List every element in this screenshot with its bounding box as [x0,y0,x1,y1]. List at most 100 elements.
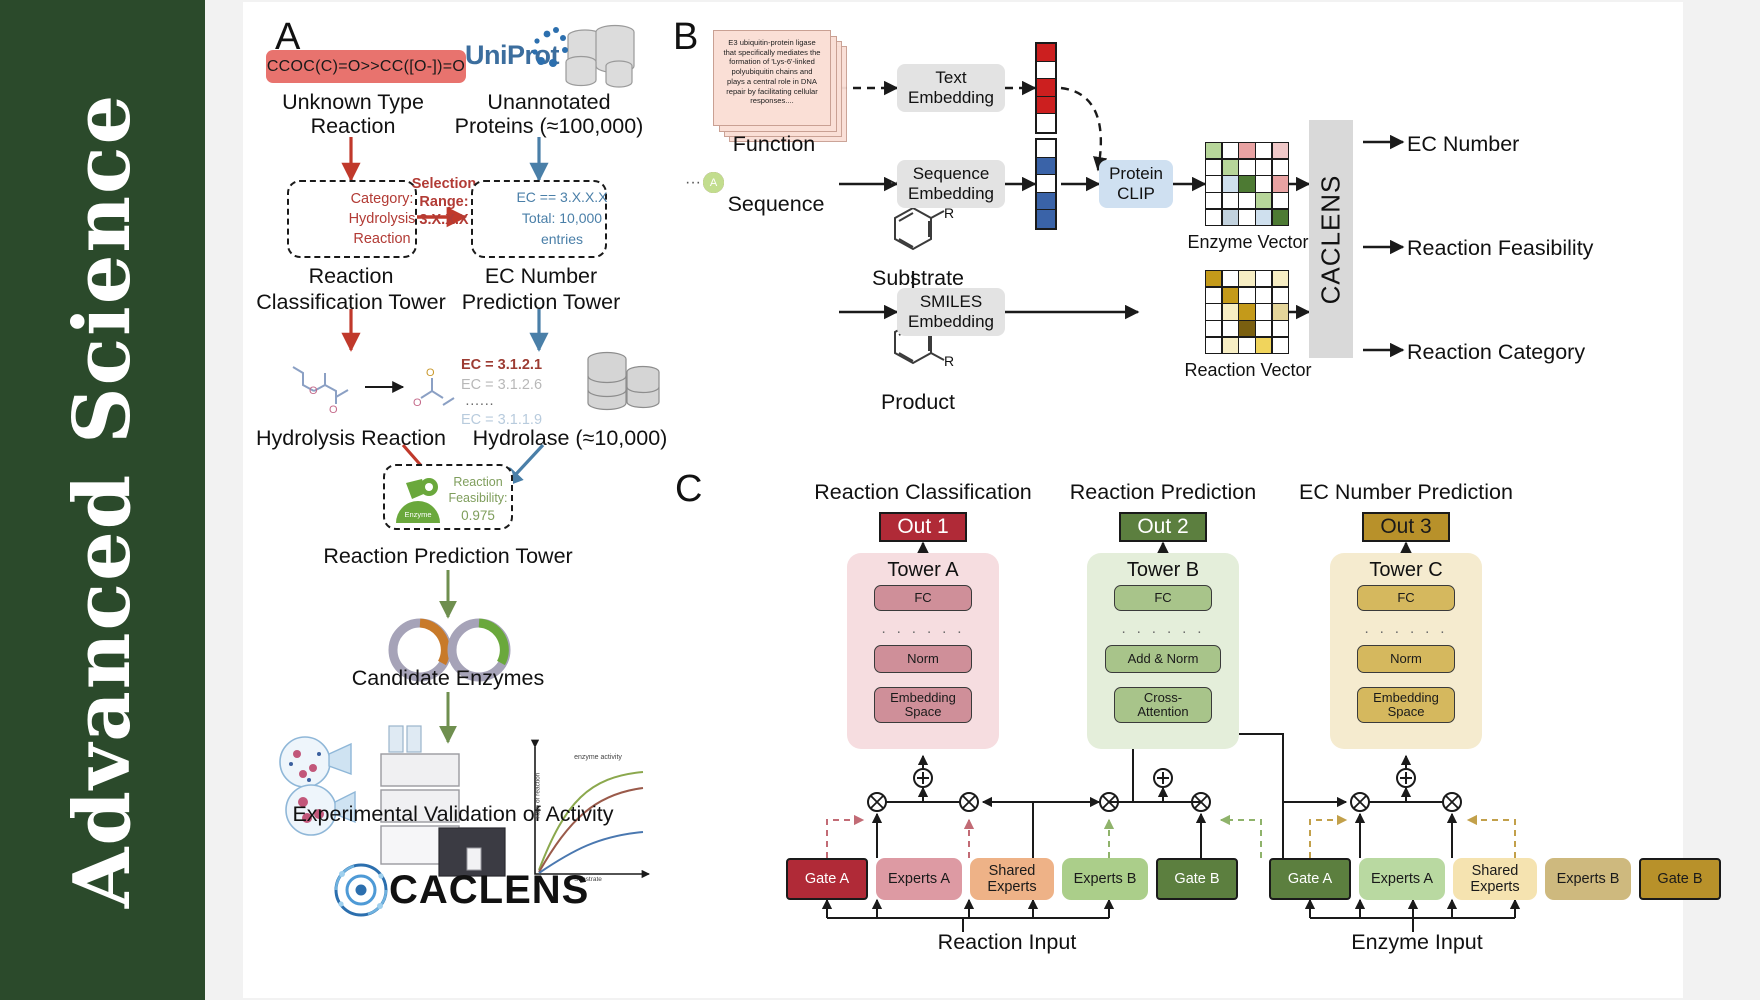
enzyme-vector-label: Enzyme Vector [1187,232,1309,252]
ec-list-item-1: EC = 3.1.2.6 [461,377,543,393]
moe-left-shared-experts[interactable]: Shared Experts [970,858,1054,900]
tower-c-label: Tower C [1369,559,1443,581]
reaction-prediction-tower-label: Reaction Prediction Tower [323,544,573,568]
sequence-embedding-line2: Embedding [907,184,994,203]
substrate-r-group: R [943,205,955,221]
function-card-text: E3 ubiquitin-protein ligase that specifi… [723,38,821,106]
reaction-vector-label: Reaction Vector [1184,360,1312,380]
tower-c-fc-block: FC [1357,585,1455,611]
reaction-feasibility-box: Enzyme Reaction Feasibility: 0.975 [383,464,513,530]
experimental-validation-label: Experimental Validation of Activity [292,802,614,826]
text-embedding-line2: Embedding [907,88,994,107]
selection-line2: Range: [419,194,469,210]
tower-b: Tower B FC · · · · · · Add & Norm Cross-… [1087,553,1239,749]
moe-left-shared-line1: Shared [988,862,1036,879]
moe-left-gate-a[interactable]: Gate A [786,858,868,900]
hydrolysis-reaction-label: Hydrolysis Reaction [256,426,446,450]
panel-c-letter: C [675,468,703,510]
candidate-enzymes-label: Candidate Enzymes [351,666,545,690]
tower-c-norm-block: Norm [1357,645,1455,673]
protein-clip-block: Protein CLIP [1099,160,1173,208]
sequence-ellipsis-left: ··· [685,174,701,191]
text-embedding-line1: Text [935,68,967,88]
tower-a-norm-block: Norm [874,645,972,673]
column-title-reaction-classification: Reaction Classification [814,480,1032,504]
category-line3: Reaction [353,231,411,247]
tower-a-dots: · · · · · · [881,623,965,640]
ec-list-item-0: EC = 3.1.2.1 [461,357,543,373]
caclens-logo-text: CACLENS [389,868,590,912]
tower-b-fc-block: FC [1114,585,1212,611]
enzyme-vector-matrix [1205,142,1289,226]
text-embedding-vector [1035,42,1057,134]
moe-left-gate-b[interactable]: Gate B [1156,858,1238,900]
moe-right-experts-a[interactable]: Experts A [1359,858,1445,900]
ec-box-line2: Total: 10,000 [521,210,603,226]
output-reaction-feasibility: Reaction Feasibility [1407,236,1594,260]
smiles-embedding-line1: SMILES [919,292,983,312]
enzyme-chip-label: Enzyme [404,510,431,519]
moe-right-gate-b[interactable]: Gate B [1639,858,1721,900]
sequence-label: Sequence [727,192,825,216]
unannotated-proteins-line1: Unannotated [487,90,611,114]
ec-number-box: EC == 3.X.X.X Total: 10,000 entries [471,180,608,258]
text-embedding-block: Text Embedding [897,64,1005,112]
feasibility-value: 0.975 [461,508,495,523]
moe-left-experts-b[interactable]: Experts B [1062,858,1148,900]
column-title-reaction-prediction: Reaction Prediction [1069,480,1257,504]
out-2-box[interactable]: Out 2 [1119,512,1207,542]
tower-c-embedding-line1: Embedding [1373,689,1439,705]
smiles-embedding-line2: Embedding [907,312,994,331]
hydrolase-database-icon [587,351,660,411]
out-3-box[interactable]: Out 3 [1362,512,1450,542]
activity-plot-xlabel: Substrate [574,876,602,883]
database-stack-icon [532,24,635,88]
moe-right-shared-experts[interactable]: Shared Experts [1453,858,1537,900]
product-r-group-2: R [943,353,955,369]
smiles-string: CCOC(C)=O>>CC([O-])=O [266,57,466,75]
hydrolase-label: Hydrolase (≈10,000) [472,426,668,450]
figure-canvas: O O O O [205,0,1760,1000]
protein-clip-line1: Protein [1109,164,1163,184]
tower-b-cross-line2: Attention [1137,704,1189,719]
svg-text:O: O [426,367,435,379]
enzyme-icon: Enzyme [396,478,440,523]
tower-a-embedding-line2: Space [904,704,942,719]
tower-c-dots: · · · · · · [1364,623,1448,640]
enzyme-input-label: Enzyme Input [1351,930,1483,954]
svg-text:O: O [309,385,318,397]
tower-a-fc-block: FC [874,585,972,611]
tower-a: Tower A FC · · · · · · Norm Embedding Sp… [847,553,999,749]
ec-box-line3: entries [540,231,584,247]
out-1-box[interactable]: Out 1 [879,512,967,542]
tower-b-add-norm-block: Add & Norm [1105,645,1221,673]
column-title-ec-number-prediction: EC Number Prediction [1299,480,1513,504]
figure-page: O O O O [243,2,1721,998]
svg-text:O: O [329,404,338,416]
unknown-reaction-label-line2: Reaction [310,114,396,138]
output-ec-number: EC Number [1407,132,1520,156]
smiles-string-box: CCOC(C)=O>>CC([O-])=O [266,50,466,83]
moe-left-experts-a[interactable]: Experts A [876,858,962,900]
ec-prediction-tower-line1: EC Number [484,264,598,288]
tower-b-label: Tower B [1126,559,1200,581]
reaction-classification-tower-line1: Reaction [308,264,394,288]
smiles-embedding-block: SMILES Embedding [897,288,1005,336]
selection-line3: 3.X.X.X [419,212,469,228]
caclens-block: CACLENS [1309,120,1353,358]
product-label: Product [880,390,956,414]
ec-prediction-tower-line2: Prediction Tower [461,290,621,314]
moe-right-shared-line1: Shared [1471,862,1519,879]
uniprot-logo: UniProt [465,40,560,70]
moe-right-gate-a[interactable]: Gate A [1269,858,1351,900]
unknown-reaction-label-line1: Unknown Type [282,90,424,114]
tower-b-cross-line1: Cross- [1143,689,1183,705]
substrate-label: Substrate [871,266,965,290]
moe-right-experts-b[interactable]: Experts B [1545,858,1631,900]
reaction-classification-tower-line2: Classification Tower [256,290,446,314]
panel-b-letter: B [673,16,699,58]
sequence-embedding-vector [1035,138,1057,230]
svg-text:O: O [413,397,422,409]
journal-spine: Advanced Science [0,0,205,1000]
tower-c: Tower C FC · · · · · · Norm Embedding Sp… [1330,553,1482,749]
